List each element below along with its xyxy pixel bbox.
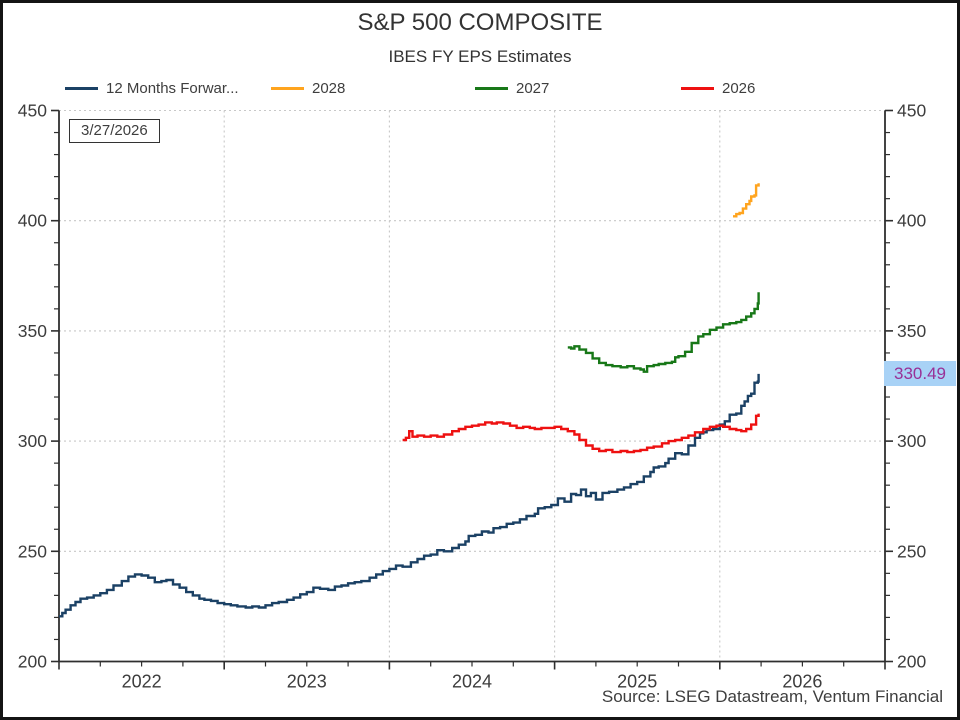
- legend-label: 2026: [722, 80, 756, 97]
- legend-label: 12 Months Forwar...: [106, 80, 239, 97]
- svg-text:200: 200: [897, 652, 926, 672]
- source-credit: Source: LSEG Datastream, Ventum Financia…: [601, 687, 943, 706]
- series-line-2027: [567, 292, 760, 373]
- legend-item-2026: 2026: [681, 80, 755, 97]
- legend-swatch: [271, 87, 304, 90]
- chart-title: S&P 500 COMPOSITE: [357, 9, 603, 36]
- svg-text:300: 300: [18, 431, 47, 451]
- svg-text:400: 400: [897, 211, 926, 231]
- svg-text:2024: 2024: [452, 672, 492, 692]
- svg-text:2023: 2023: [287, 672, 327, 692]
- svg-text:250: 250: [897, 541, 926, 561]
- svg-text:200: 200: [18, 652, 47, 672]
- legend-item-2028: 2028: [271, 80, 345, 97]
- svg-text:250: 250: [18, 541, 47, 561]
- svg-text:400: 400: [18, 211, 47, 231]
- svg-text:2022: 2022: [122, 672, 162, 692]
- legend-swatch: [681, 87, 714, 90]
- svg-text:450: 450: [897, 101, 926, 121]
- date-stamp: 3/27/2026: [69, 119, 160, 143]
- series-line-2026: [402, 413, 760, 454]
- last-value-badge: 330.49: [884, 361, 956, 386]
- svg-text:350: 350: [18, 321, 47, 341]
- svg-text:300: 300: [897, 431, 926, 451]
- svg-text:450: 450: [18, 101, 47, 121]
- legend-swatch: [65, 87, 98, 90]
- legend-label: 2028: [312, 80, 346, 97]
- legend-swatch: [475, 87, 508, 90]
- legend-item-12-months-forwar-: 12 Months Forwar...: [65, 80, 239, 97]
- legend-label: 2027: [516, 80, 550, 97]
- chart-subtitle: IBES FY EPS Estimates: [388, 47, 572, 66]
- svg-text:2025: 2025: [617, 672, 657, 692]
- svg-text:2026: 2026: [782, 672, 822, 692]
- series-line-12-months-forward-eps: [59, 373, 760, 618]
- series-line-2028: [733, 183, 760, 218]
- svg-text:350: 350: [897, 321, 926, 341]
- legend-item-2027: 2027: [475, 80, 549, 97]
- plot-area: 200 200 250 250 300 300 350 350 400 400 450 450 2022…: [18, 101, 927, 692]
